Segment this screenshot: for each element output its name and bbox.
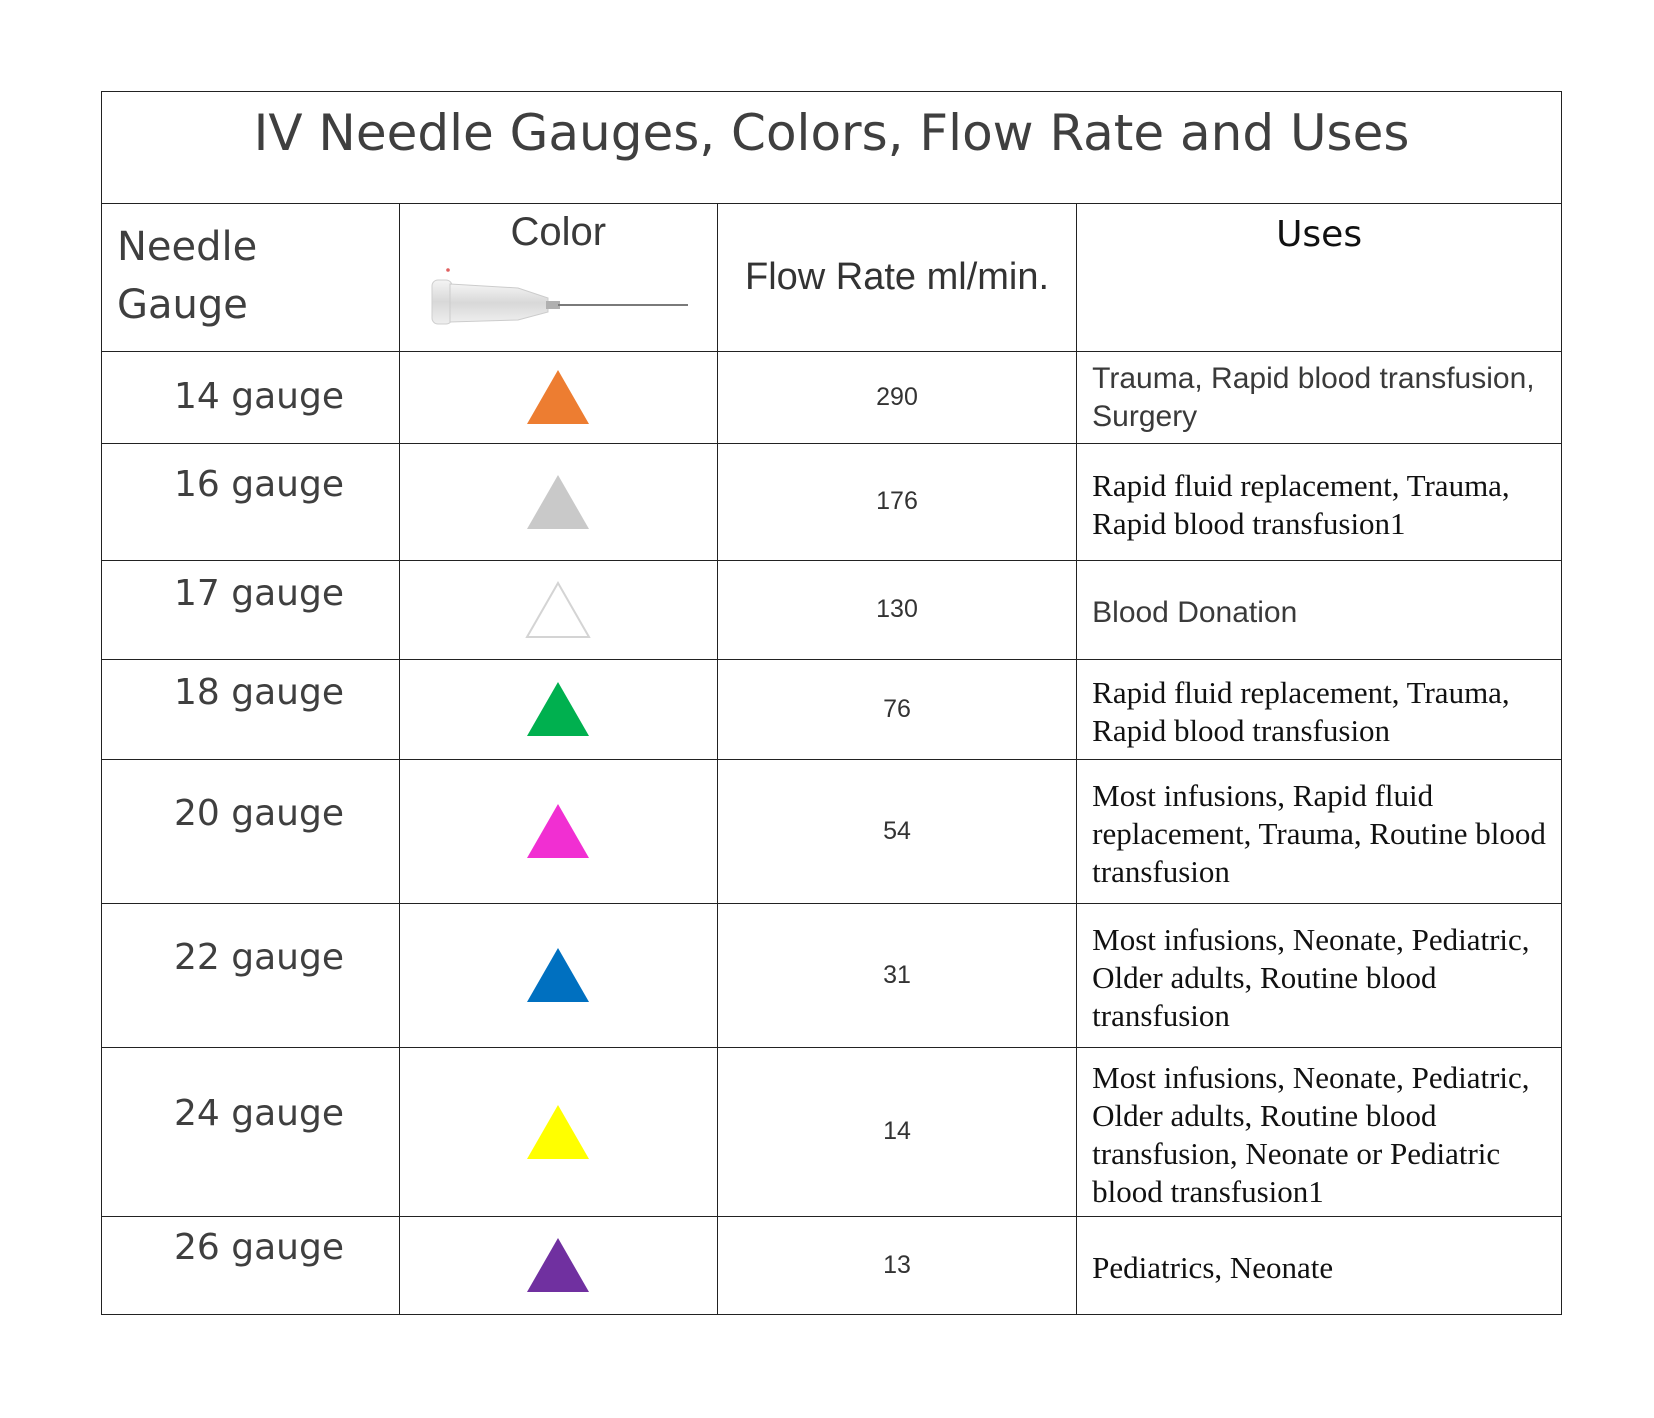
table-row: 22 gauge 31 Most infusions, Neonate, Ped…: [102, 902, 1561, 1048]
color-cell: [398, 658, 718, 760]
color-triangle-icon: [525, 580, 592, 638]
flow-cell: 76: [716, 658, 1078, 760]
color-triangle-icon: [527, 370, 590, 424]
uses-cell: Most infusions, Rapid fluid replacement,…: [1076, 758, 1561, 904]
needle-hub-icon: [431, 268, 688, 325]
gauge-cell: 18 gauge: [102, 658, 400, 760]
flow-cell: 14: [716, 1046, 1078, 1217]
gauge-cell: 26 gauge: [102, 1215, 400, 1314]
table-row: 20 gauge 54 Most infusions, Rapid fluid …: [102, 758, 1561, 904]
table-row: 18 gauge 76 Rapid fluid replacement, Tra…: [102, 658, 1561, 760]
header-needle-gauge: Needle Gauge: [102, 204, 400, 352]
uses-cell: Rapid fluid replacement, Trauma, Rapid b…: [1076, 658, 1561, 760]
color-triangle-icon: [527, 948, 590, 1002]
uses-cell: Pediatrics, Neonate: [1076, 1215, 1561, 1314]
table-row: 24 gauge 14 Most infusions, Neonate, Ped…: [102, 1046, 1561, 1217]
flow-cell: 31: [716, 902, 1078, 1048]
gauge-cell: 20 gauge: [102, 758, 400, 904]
gauge-cell: 22 gauge: [102, 902, 400, 1048]
gauge-table: Needle Gauge Color: [102, 204, 1561, 1314]
header-uses: Uses: [1076, 204, 1561, 352]
title-row: IV Needle Gauges, Colors, Flow Rate and …: [102, 92, 1561, 204]
color-triangle-icon: [527, 1104, 590, 1159]
color-triangle-icon: [527, 682, 590, 736]
flow-cell: 54: [716, 758, 1078, 904]
uses-cell: Most infusions, Neonate, Pediatric, Olde…: [1076, 1046, 1561, 1217]
uses-cell: Blood Donation: [1076, 559, 1561, 660]
color-triangle-icon: [527, 804, 590, 858]
table-row: 26 gauge 13 Pediatrics, Neonate: [102, 1215, 1561, 1314]
flow-cell: 176: [716, 442, 1078, 561]
header-color: Color: [398, 204, 718, 352]
color-cell: [398, 350, 718, 444]
color-cell: [398, 902, 718, 1048]
table-row: 14 gauge 290 Trauma, Rapid blood transfu…: [102, 350, 1561, 444]
gauge-cell: 14 gauge: [102, 350, 400, 444]
table-row: 16 gauge 176 Rapid fluid replacement, Tr…: [102, 442, 1561, 561]
gauge-cell: 24 gauge: [102, 1046, 400, 1217]
header-flow-rate: Flow Rate ml/min.: [716, 204, 1078, 352]
gauge-cell: 17 gauge: [102, 559, 400, 660]
flow-cell: 130: [716, 559, 1078, 660]
color-cell: [398, 1215, 718, 1314]
color-cell: [398, 1046, 718, 1217]
table-title: IV Needle Gauges, Colors, Flow Rate and …: [253, 104, 1410, 162]
uses-cell: Most infusions, Neonate, Pediatric, Olde…: [1076, 902, 1561, 1048]
gauge-cell: 16 gauge: [102, 442, 400, 561]
color-cell: [398, 559, 718, 660]
header-color-label: Color: [510, 210, 607, 254]
flow-cell: 13: [716, 1215, 1078, 1314]
uses-cell: Trauma, Rapid blood transfusion, Surgery: [1076, 350, 1561, 444]
color-cell: [398, 442, 718, 561]
needle-gauge-table: IV Needle Gauges, Colors, Flow Rate and …: [101, 91, 1562, 1315]
flow-cell: 290: [716, 350, 1078, 444]
color-triangle-icon: [527, 474, 590, 529]
color-cell: [398, 758, 718, 904]
header-row: Needle Gauge Color: [102, 204, 1561, 352]
table-row: 17 gauge 130 Blood Donation: [102, 559, 1561, 660]
color-triangle-icon: [527, 1238, 590, 1293]
uses-cell: Rapid fluid replacement, Trauma, Rapid b…: [1076, 442, 1561, 561]
